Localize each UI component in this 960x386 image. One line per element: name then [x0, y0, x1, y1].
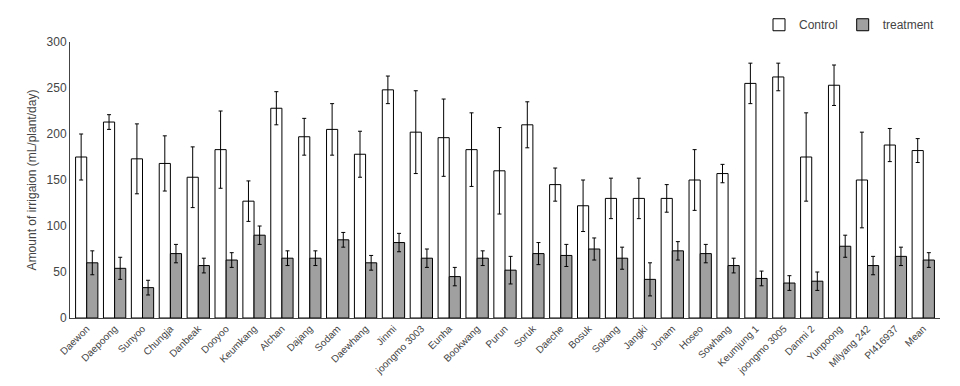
- svg-text:Danbeak: Danbeak: [167, 322, 204, 359]
- svg-text:Daepoong: Daepoong: [79, 323, 119, 363]
- svg-text:joongmo 3005: joongmo 3005: [735, 323, 789, 377]
- svg-text:250: 250: [47, 81, 67, 95]
- svg-text:Dajang: Dajang: [285, 323, 315, 353]
- svg-text:Jinmi: Jinmi: [374, 323, 398, 347]
- svg-text:PI416937: PI416937: [862, 323, 900, 361]
- svg-text:0: 0: [60, 311, 67, 325]
- svg-text:Sodam: Sodam: [312, 323, 342, 353]
- svg-text:Keumkang: Keumkang: [217, 323, 259, 365]
- svg-text:Yunpoong: Yunpoong: [805, 323, 845, 363]
- svg-text:Keumjung 1: Keumjung 1: [715, 323, 761, 369]
- svg-text:Amount of irrigaion (mL/plant/: Amount of irrigaion (mL/plant/day): [25, 90, 39, 271]
- svg-text:Sokang: Sokang: [590, 323, 622, 355]
- svg-text:Sowhang: Sowhang: [696, 323, 733, 360]
- svg-text:Milyang 242: Milyang 242: [827, 323, 873, 369]
- svg-text:Chungja: Chungja: [141, 323, 175, 357]
- svg-text:Jangki: Jangki: [621, 323, 649, 351]
- svg-text:Alchan: Alchan: [257, 323, 286, 352]
- svg-text:Jonam: Jonam: [648, 323, 677, 352]
- svg-text:Sunyoo: Sunyoo: [116, 323, 148, 355]
- svg-text:Soruk: Soruk: [512, 322, 539, 349]
- svg-text:Mean: Mean: [903, 323, 928, 348]
- svg-text:treatment: treatment: [883, 18, 934, 32]
- svg-text:100: 100: [47, 219, 67, 233]
- svg-text:Daewon: Daewon: [58, 323, 92, 357]
- svg-text:Bosuk: Bosuk: [566, 322, 594, 350]
- svg-text:Eunha: Eunha: [426, 323, 455, 352]
- svg-text:150: 150: [47, 173, 67, 187]
- svg-text:Purun: Purun: [483, 323, 510, 350]
- svg-text:joongmo 3003: joongmo 3003: [373, 323, 427, 377]
- svg-text:Bookwang: Bookwang: [441, 323, 482, 364]
- svg-text:Daeche: Daeche: [534, 323, 566, 355]
- svg-text:200: 200: [47, 127, 67, 141]
- svg-text:Daewhang: Daewhang: [329, 323, 371, 365]
- svg-text:Danmi 2: Danmi 2: [783, 323, 817, 357]
- svg-text:50: 50: [53, 265, 67, 279]
- svg-text:Dooyoo: Dooyoo: [199, 323, 231, 355]
- svg-text:300: 300: [47, 35, 67, 49]
- svg-text:Hoseo: Hoseo: [677, 323, 706, 352]
- svg-text:Control: Control: [799, 18, 838, 32]
